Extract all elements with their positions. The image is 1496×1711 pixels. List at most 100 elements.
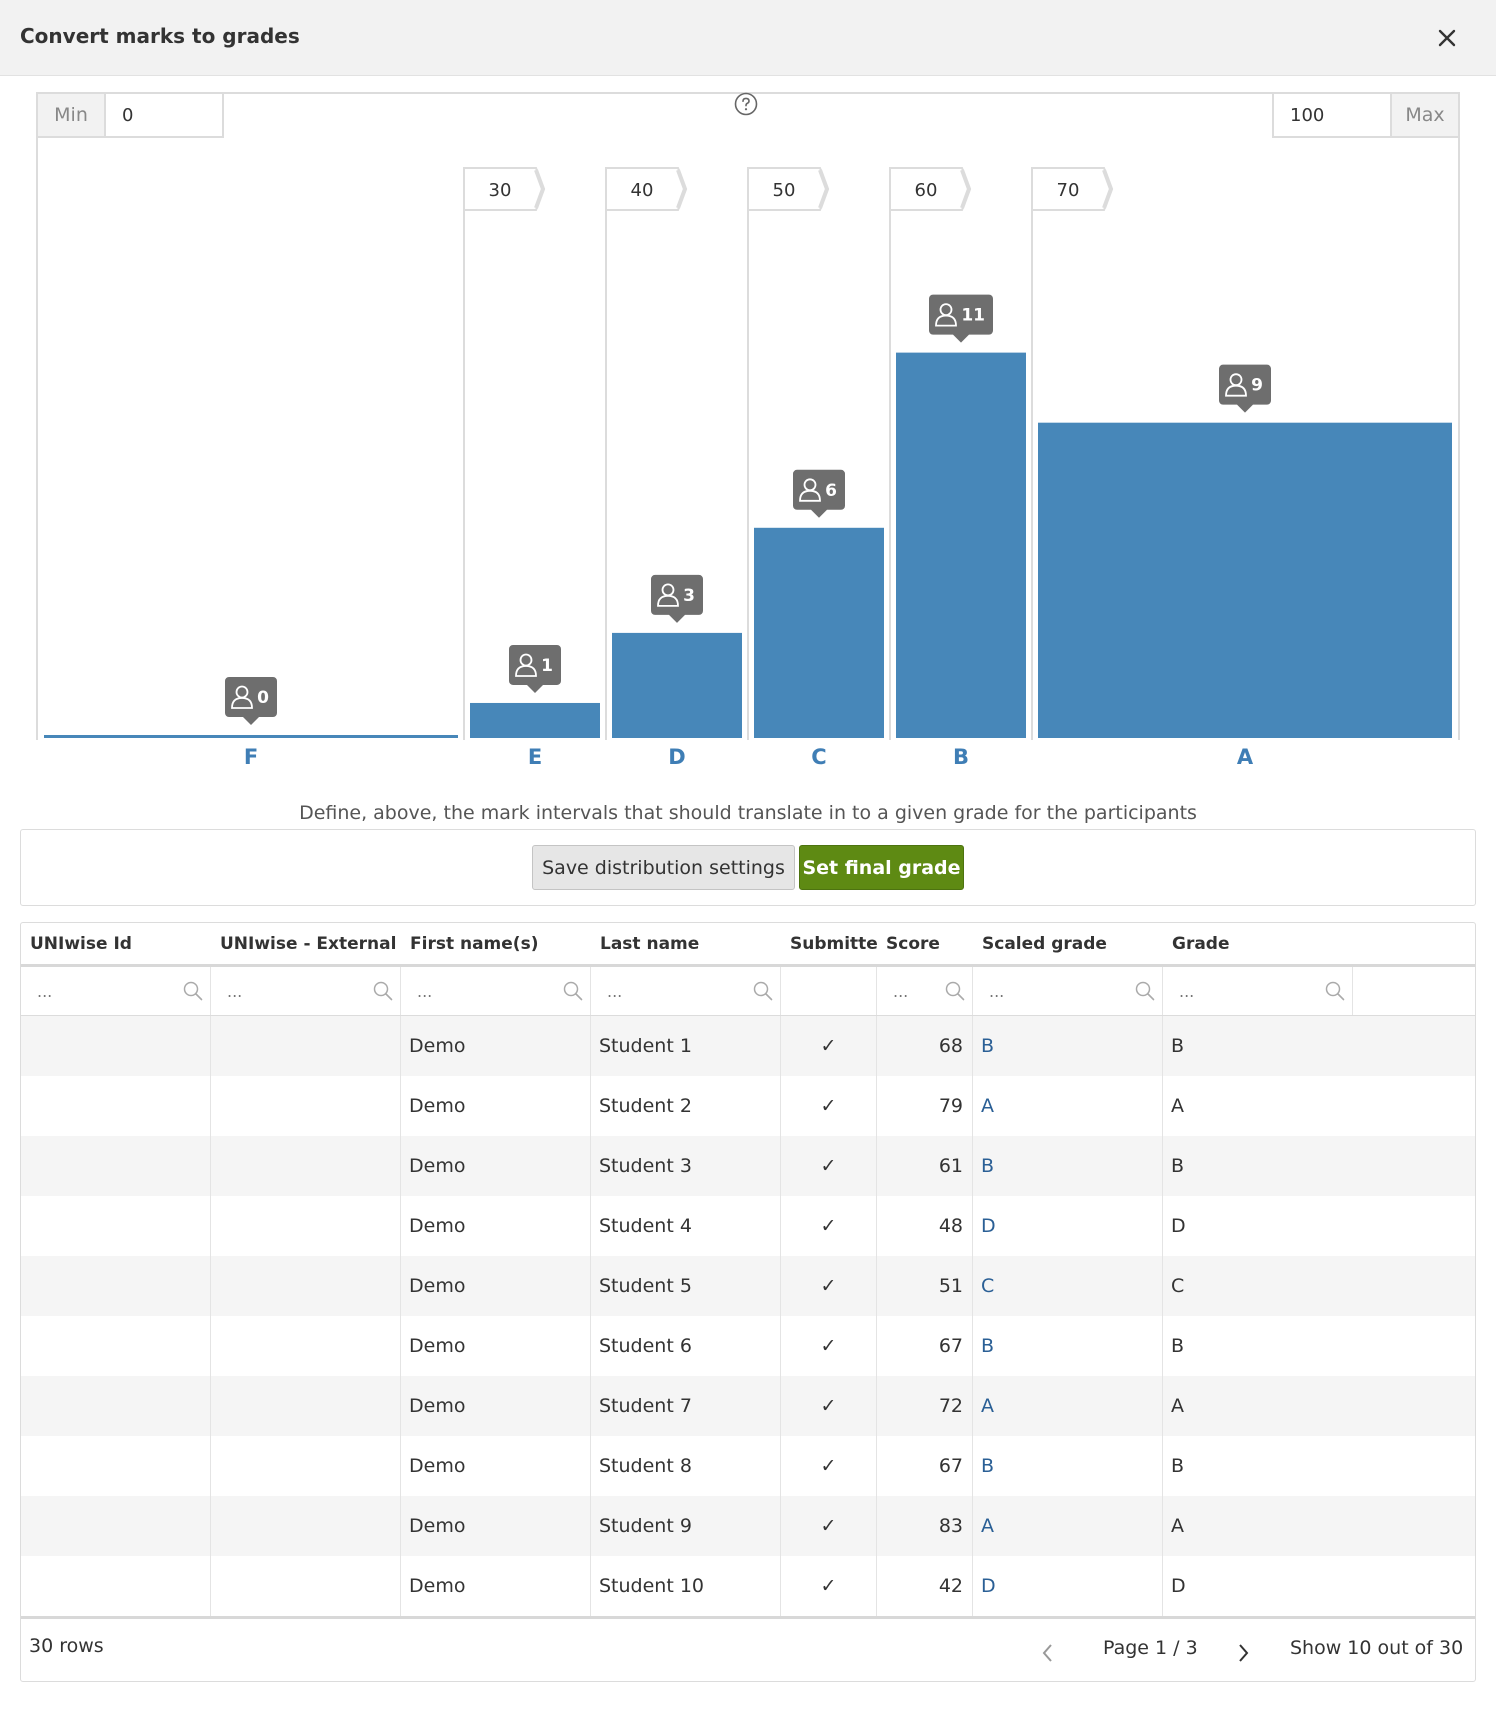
max-input[interactable] [1272,92,1392,138]
cell-first-name: Demo [401,1076,591,1136]
cell-scaled-grade[interactable]: B [973,1316,1163,1376]
cell-first-name: Demo [401,1196,591,1256]
user-icon [657,594,679,607]
min-bound: Min [36,92,224,138]
filter-input-grade[interactable] [1163,967,1352,1015]
cell-submitted: ✓ [781,1496,877,1556]
cell-grade: A [1171,1515,1184,1537]
filter-input-first-name[interactable] [401,967,590,1015]
filter-input-external-user-id[interactable] [211,967,400,1015]
cell-uniwise-id [21,1376,211,1436]
table-row[interactable]: Demo Student 7 ✓ 72 A A [21,1376,1475,1436]
row-count: 30 rows [29,1635,104,1657]
cell-scaled-grade[interactable]: B [973,1136,1163,1196]
grade-label-A: A [1237,745,1254,769]
filter-cell-scaled-grade [973,967,1163,1015]
cell-uniwise-id [21,1316,211,1376]
cell-last-name: Student 6 [591,1316,781,1376]
column-header-grade[interactable]: Grade [1172,933,1230,954]
filter-input-uniwise-id[interactable] [21,967,210,1015]
cell-score: 68 [877,1016,973,1076]
cell-scaled-grade[interactable]: D [973,1556,1163,1616]
grade-label-D: D [668,745,685,769]
table-row[interactable]: Demo Student 2 ✓ 79 A A [21,1076,1475,1136]
table-row[interactable]: Demo Student 4 ✓ 48 D D [21,1196,1475,1256]
results-table: UNIwise Id UNIwise - External user id Firs… [20,922,1476,1682]
cell-scaled-grade[interactable]: A [973,1376,1163,1436]
cell-scaled-grade[interactable]: D [973,1196,1163,1256]
chevron-right-icon[interactable] [1233,1641,1253,1665]
save-distribution-button[interactable]: Save distribution settings [532,845,795,890]
table-row[interactable]: Demo Student 1 ✓ 68 B B [21,1016,1475,1076]
question-circle-icon[interactable] [734,92,758,116]
count-value: 9 [1251,376,1263,396]
cell-external-user-id [211,1076,401,1136]
table-row[interactable]: Demo Student 5 ✓ 51 C C [21,1256,1475,1316]
cell-submitted: ✓ [781,1376,877,1436]
action-panel: Save distribution settings Set final gra… [20,829,1476,906]
count-badge [929,294,993,343]
table-row[interactable]: Demo Student 3 ✓ 61 B B [21,1136,1475,1196]
min-input[interactable] [104,92,224,138]
threshold-value: 70 [1057,180,1080,201]
cell-grade: B [1171,1455,1185,1477]
filter-input-score[interactable] [877,967,972,1015]
threshold-handle-tab [960,169,972,209]
close-icon[interactable] [1433,24,1461,52]
filter-input-scaled-grade[interactable] [973,967,1162,1015]
cell-uniwise-id [21,1256,211,1316]
count-value: 11 [961,306,985,326]
cell-score: 67 [877,1316,973,1376]
set-final-grade-button[interactable]: Set final grade [799,845,964,890]
cell-grade: D [1171,1575,1186,1597]
max-bound: Max [1272,92,1460,138]
cell-scaled-grade[interactable]: B [973,1016,1163,1076]
threshold-value: 40 [631,180,654,201]
bar-D [612,632,742,738]
cell-first-name: Demo [401,1556,591,1616]
cell-submitted: ✓ [781,1256,877,1316]
user-icon [935,314,957,327]
cell-grade: B [1171,1155,1185,1177]
cell-scaled-grade[interactable]: A [973,1496,1163,1556]
grade-label-B: B [953,745,969,769]
table-header: UNIwise Id UNIwise - External user id Firs… [21,923,1475,967]
cell-submitted: ✓ [781,1016,877,1076]
table-row[interactable]: Demo Student 6 ✓ 67 B B [21,1316,1475,1376]
cell-grade: A [1171,1095,1184,1117]
table-row[interactable]: Demo Student 8 ✓ 67 B B [21,1436,1475,1496]
bar-A [1038,422,1452,738]
search-icon [183,981,203,1001]
column-header-scaled-grade[interactable]: Scaled grade [982,933,1107,954]
column-header-external-user-id[interactable]: UNIwise - External user id [220,933,401,954]
cell-grade: C [1171,1275,1185,1297]
cell-scaled-grade[interactable]: B [973,1436,1163,1496]
column-header-uniwise-id[interactable]: UNIwise Id [30,933,132,954]
cell-submitted: ✓ [781,1556,877,1616]
page-size-selector[interactable]: Show 10 out of 30 [1290,1637,1464,1659]
cell-score: 48 [877,1196,973,1256]
column-header-first-name[interactable]: First name(s) [410,933,539,954]
chevron-left-icon[interactable] [1038,1641,1058,1665]
table-row[interactable]: Demo Student 9 ✓ 83 A A [21,1496,1475,1556]
cell-scaled-grade[interactable]: A [973,1076,1163,1136]
column-header-last-name[interactable]: Last name [600,933,700,954]
cell-external-user-id [211,1256,401,1316]
cell-scaled-grade[interactable]: C [973,1256,1163,1316]
cell-first-name: Demo [401,1376,591,1436]
max-label: Max [1392,92,1460,138]
column-header-score[interactable]: Score [886,933,940,954]
cell-uniwise-id [21,1136,211,1196]
table-row[interactable]: Demo Student 10 ✓ 42 D D [21,1556,1475,1616]
column-header-submitted[interactable]: Submitted [790,933,877,954]
cell-first-name: Demo [401,1436,591,1496]
cell-first-name: Demo [401,1136,591,1196]
filter-input-last-name[interactable] [591,967,780,1015]
cell-external-user-id [211,1496,401,1556]
cell-grade: D [1171,1215,1186,1237]
filter-cell-first-name [401,967,591,1015]
cell-last-name: Student 9 [591,1496,781,1556]
cell-external-user-id [211,1196,401,1256]
cell-uniwise-id [21,1556,211,1616]
min-label: Min [36,92,104,138]
